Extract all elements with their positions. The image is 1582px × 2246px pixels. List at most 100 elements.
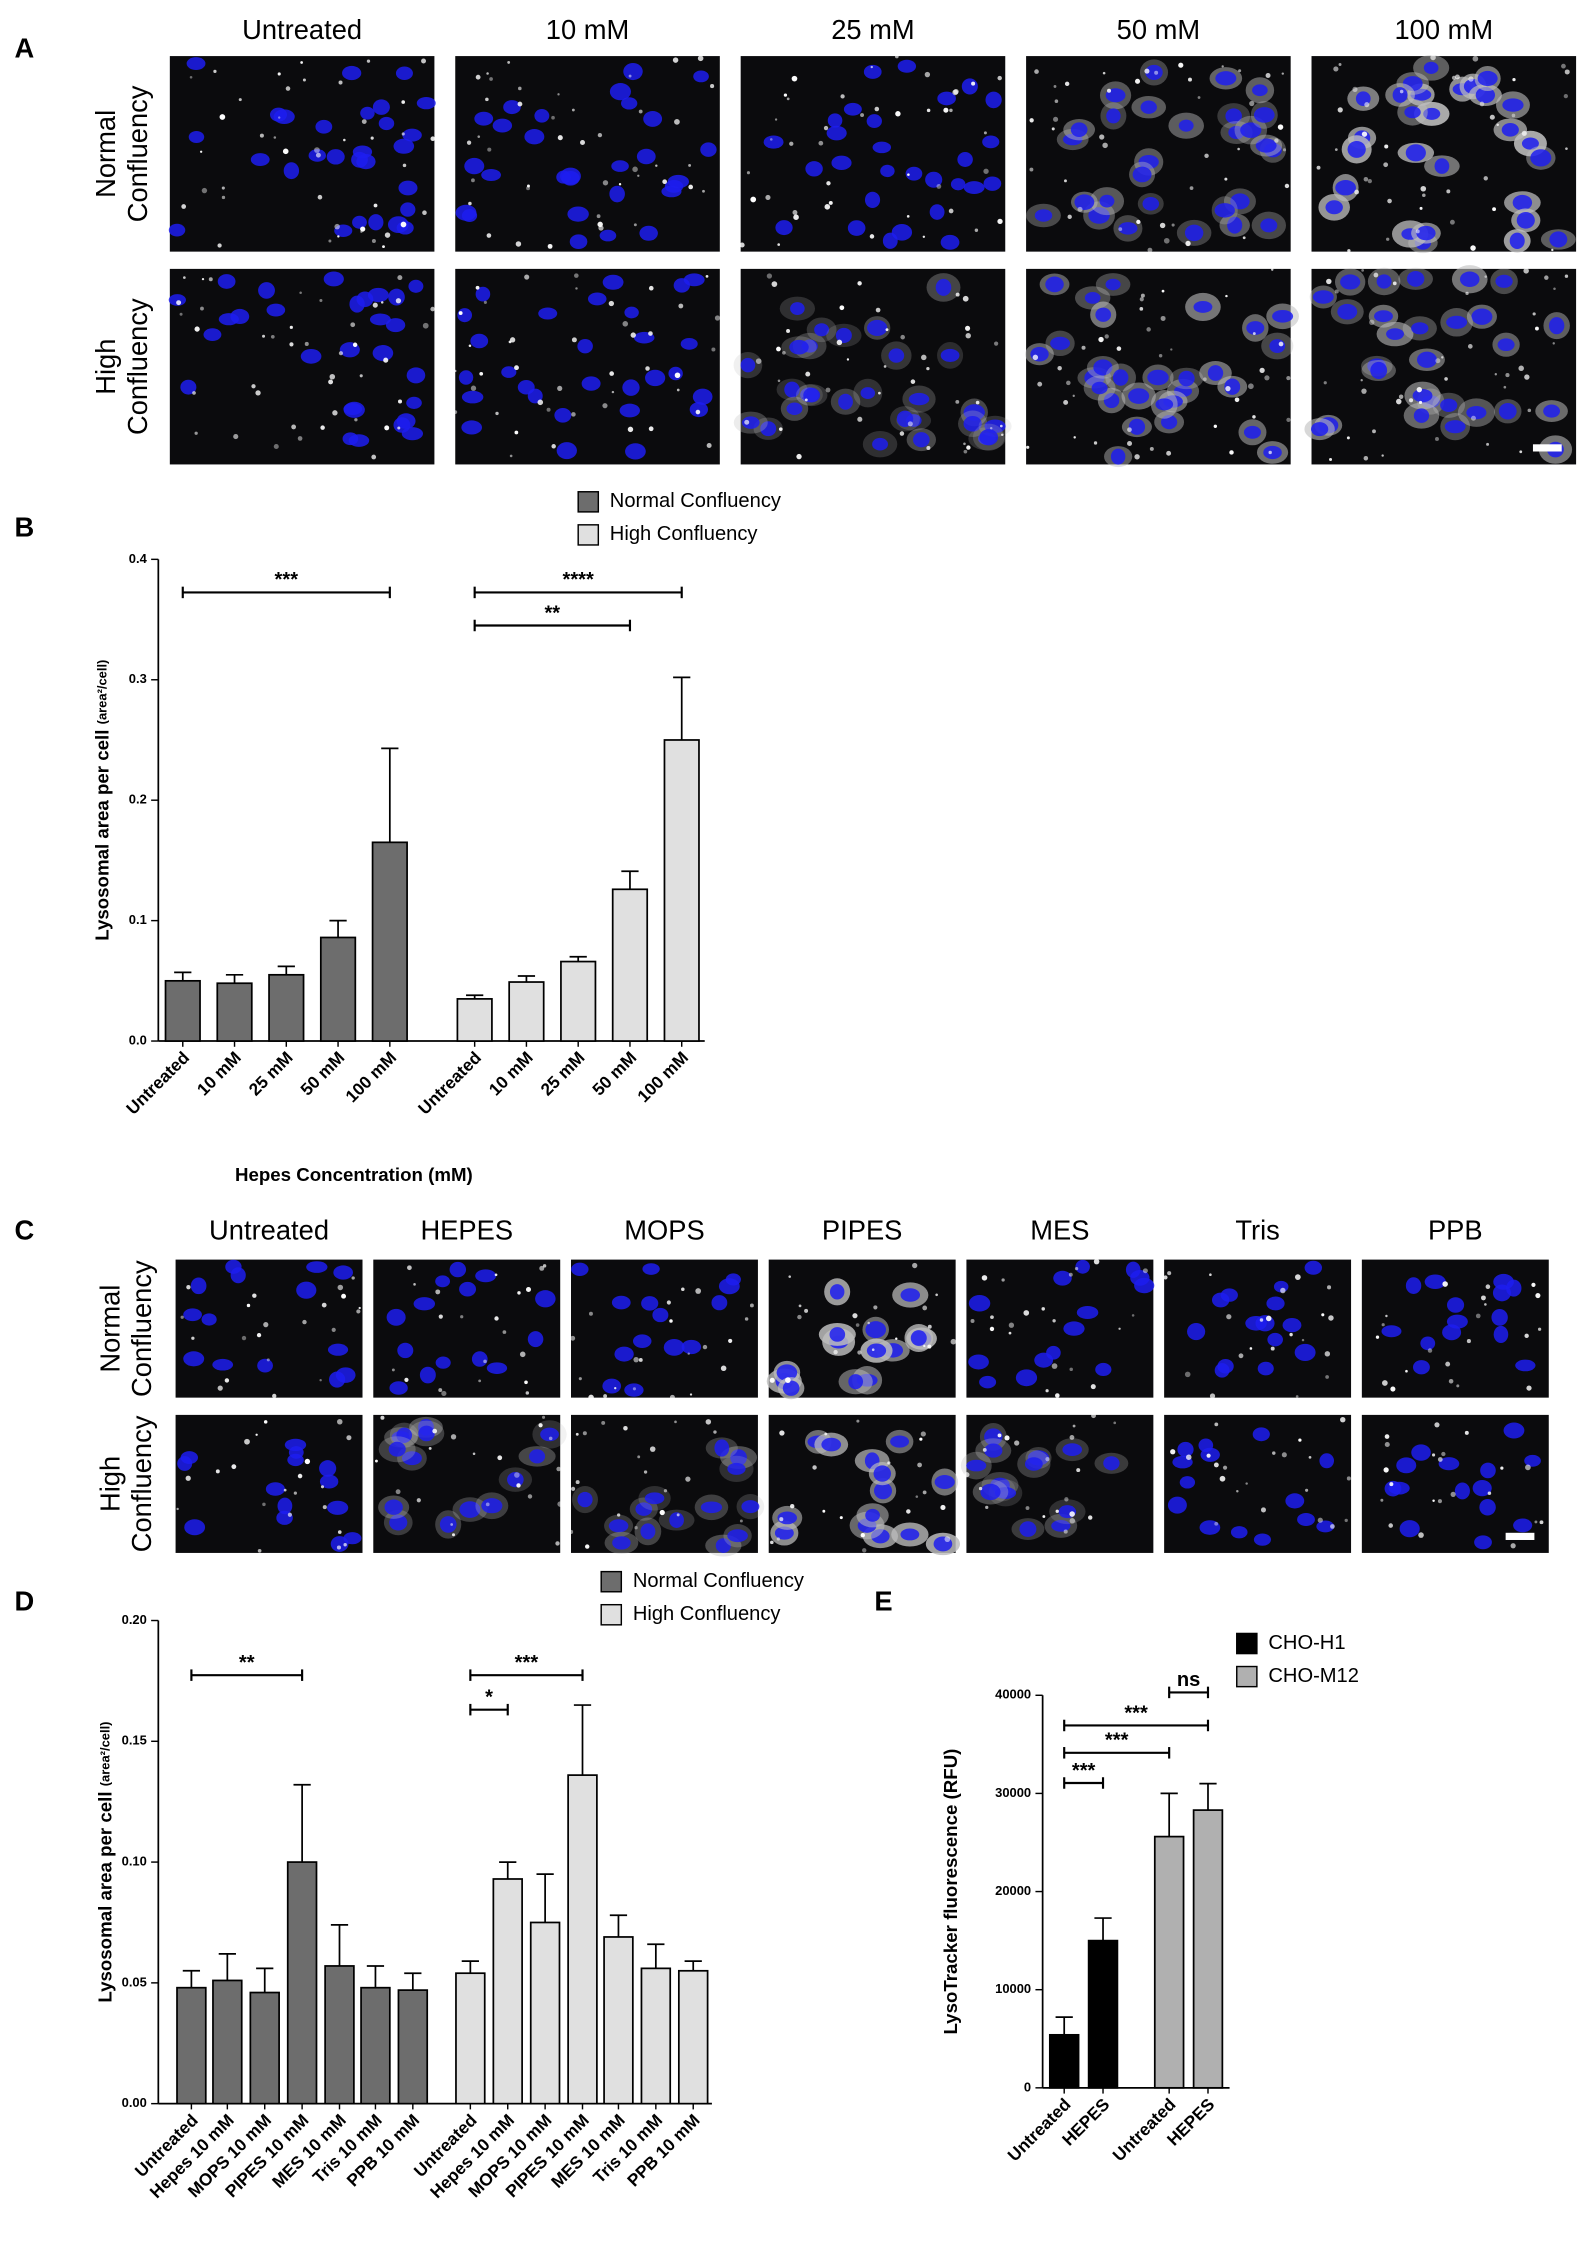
speckle [373,203,378,208]
speckle [291,424,297,430]
speckle [485,97,489,102]
nucleus [1167,1496,1187,1514]
speckle [856,1419,860,1423]
speckle [855,1323,860,1327]
speckle [1209,1273,1212,1277]
speckle [869,234,875,239]
nucleus [184,1519,206,1536]
speckle [1298,1438,1302,1442]
speckle [1524,1333,1529,1339]
sig-label: * [485,1686,493,1708]
speckle [397,426,401,430]
nucleus [1413,408,1430,423]
speckle [395,1489,401,1495]
speckle [1226,1314,1232,1320]
speckle [1484,1303,1487,1306]
speckle [711,347,716,352]
nucleus [449,1261,467,1278]
legend-swatch [577,491,600,513]
speckle [687,1352,690,1355]
nucleus [349,295,365,313]
speckle [524,1380,528,1385]
speckle [329,373,336,380]
speckle [1435,436,1439,441]
speckle [1274,138,1279,143]
speckle [955,292,960,297]
row-label: Confluency [126,1260,157,1397]
speckle [337,1419,343,1425]
speckle [705,1419,712,1425]
nucleus [963,404,985,421]
speckle [328,239,332,243]
speckle [1289,1332,1293,1337]
nucleus [1297,1512,1315,1527]
speckle [688,184,694,190]
speckle [551,115,555,120]
speckle [1485,1284,1491,1289]
speckle [468,201,472,206]
nucleus [367,287,389,303]
speckle [663,1489,668,1493]
nucleus [863,64,882,79]
speckle [1270,1346,1275,1351]
speckle [483,300,487,304]
speckle [1154,70,1159,75]
speckle [1264,375,1270,381]
nucleus [1337,303,1358,320]
speckle [839,305,845,311]
nucleus [343,1532,362,1545]
nucleus [535,1290,556,1308]
speckle [346,1435,352,1441]
speckle [1454,74,1460,80]
speckle [1500,1466,1504,1470]
nucleus [397,1342,414,1359]
speckle [981,1275,988,1281]
speckle [769,1377,775,1383]
speckle [1045,1389,1049,1393]
nucleus [1024,1457,1043,1471]
speckle [1552,342,1555,345]
speckle [818,140,824,146]
y-tick-label: 0.0 [129,1032,147,1047]
speckle [1464,1430,1469,1435]
bar [456,998,493,1042]
bar [216,982,253,1042]
nucleus [912,432,930,448]
nucleus [1412,1360,1430,1375]
sig-label: *** [515,1652,539,1674]
speckle [382,245,385,249]
nucleus [940,234,960,250]
nucleus [277,1497,293,1515]
speckle [337,1284,344,1291]
speckle [1563,93,1568,99]
nucleus [826,125,847,141]
speckle [666,1300,671,1305]
speckle [944,1536,951,1543]
speckle [287,1512,292,1517]
speckle [1029,167,1034,172]
speckle [401,132,405,136]
micrograph-background [455,268,720,465]
speckle [1456,1384,1460,1388]
speckle [1544,275,1549,280]
nucleus [1446,1314,1468,1329]
speckle [1329,458,1333,462]
speckle [1139,297,1144,302]
y-tick-label: 0 [1024,2079,1031,2094]
speckle [1069,1518,1076,1524]
micrograph [1164,1414,1352,1553]
speckle [1278,341,1284,347]
nucleus [388,1441,406,1457]
nucleus [984,1428,1003,1446]
speckle [372,302,378,308]
nucleus [848,1374,864,1390]
speckle [1238,1353,1244,1359]
speckle [1171,223,1175,227]
nucleus [1335,180,1357,196]
speckle [1486,442,1490,446]
speckle [1219,1475,1226,1482]
speckle [277,72,281,76]
speckle [1234,397,1240,403]
speckle [351,1276,355,1280]
nucleus [1215,71,1237,86]
